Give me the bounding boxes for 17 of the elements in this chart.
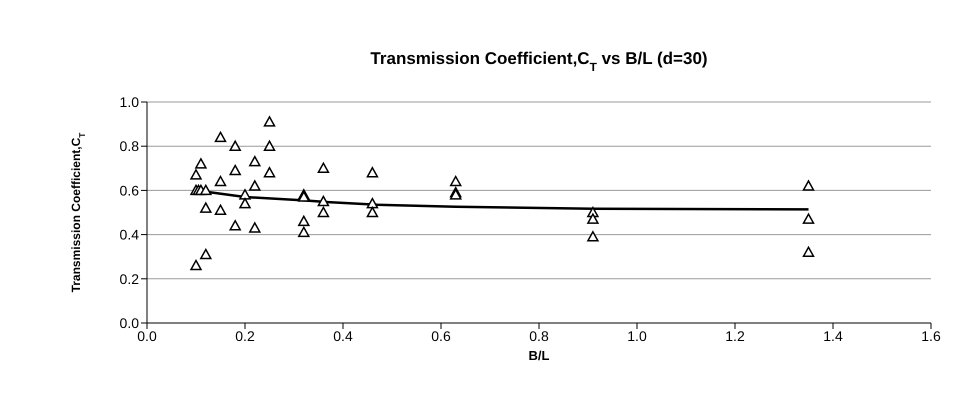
y-tick-label: 0.0	[120, 314, 140, 331]
x-tick-label: 1.2	[725, 328, 745, 344]
y-tick-label: 1.0	[120, 94, 140, 110]
x-tick-label: 0.0	[137, 328, 157, 344]
x-tick-label: 1.0	[627, 328, 647, 344]
y-tick-label: 0.4	[120, 226, 140, 243]
x-tick-label: 0.4	[333, 328, 353, 344]
x-tick-label: 0.8	[529, 328, 549, 344]
x-axis-title: B/L	[528, 348, 550, 363]
chart-title: Transmission Coefficient,C$_{T}$ vs B/L (d=30)	[370, 49, 708, 74]
x-tick-label: 1.6	[921, 328, 941, 344]
x-tick-label: 0.2	[235, 328, 255, 344]
y-tick-label: 0.2	[120, 270, 140, 287]
x-tick-label: 1.4	[823, 328, 843, 344]
y-tick-label: 0.6	[120, 182, 140, 198]
y-tick-label: 0.8	[120, 138, 140, 154]
x-tick-label: 0.6	[431, 328, 451, 344]
